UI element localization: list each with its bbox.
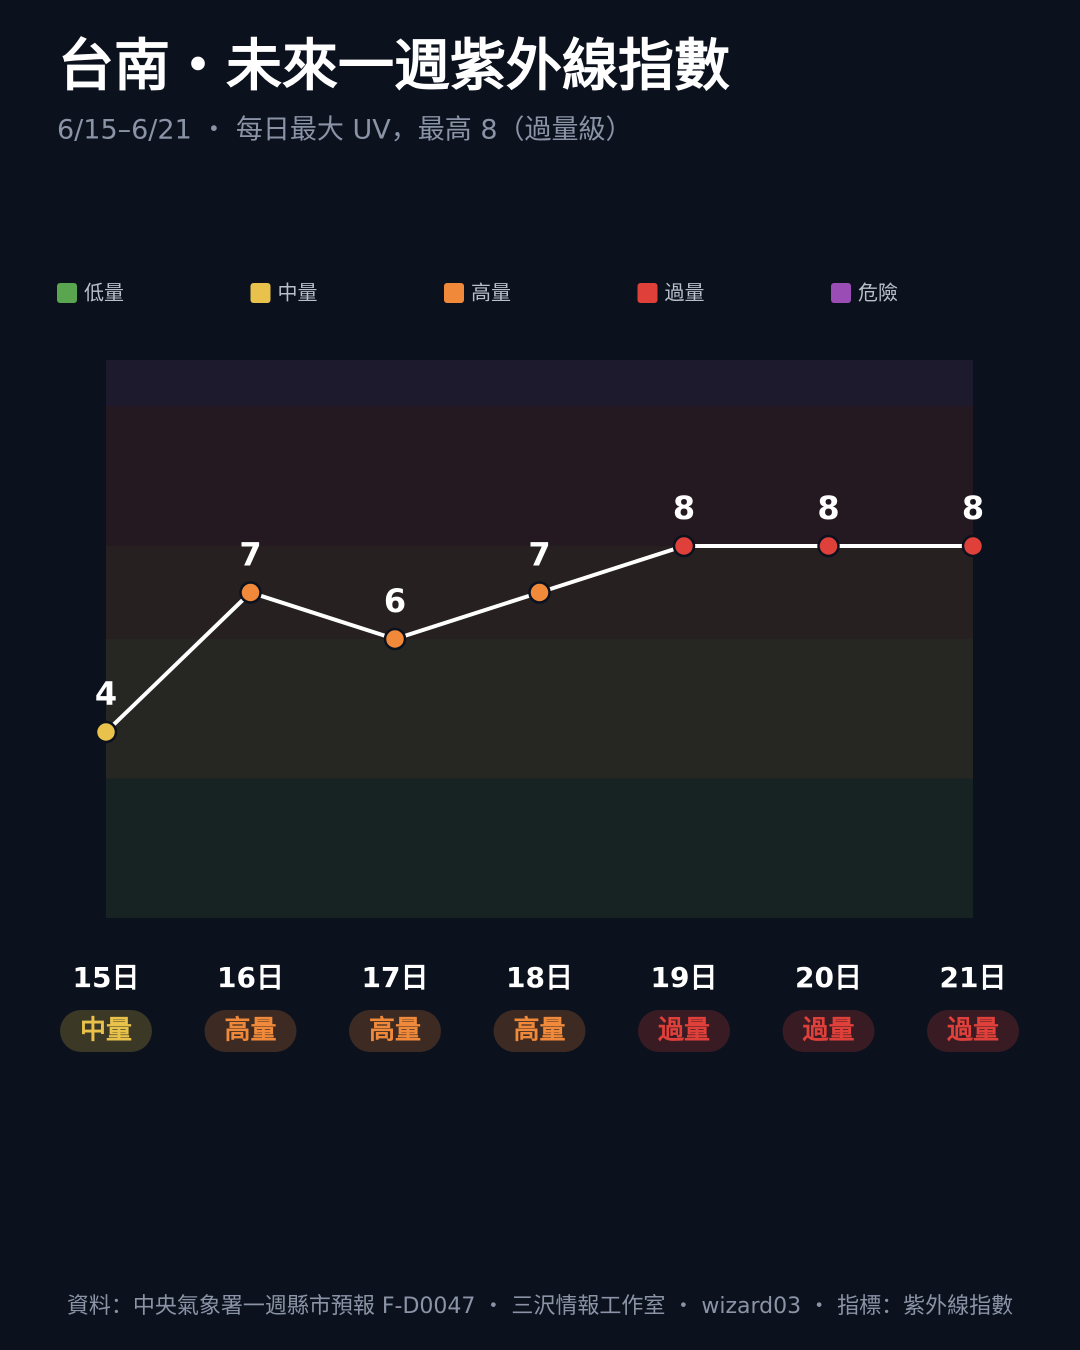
x-tick-label: 20日	[795, 961, 862, 994]
value-label: 7	[239, 536, 261, 574]
legend-label: 高量	[471, 281, 511, 305]
value-label: 7	[528, 536, 550, 574]
uv-point	[239, 581, 262, 604]
uv-point	[383, 627, 407, 651]
x-tick-label: 16日	[217, 961, 284, 994]
plot-area	[106, 360, 973, 918]
x-tick-label: 19日	[651, 961, 718, 994]
level-badge	[60, 1010, 152, 1052]
x-tick-label: 17日	[362, 961, 429, 994]
value-label: 4	[95, 675, 117, 713]
level-label: 過量	[658, 1016, 710, 1046]
level-label: 高量	[369, 1015, 421, 1046]
level-badge	[493, 1010, 586, 1052]
level-badge	[782, 1010, 875, 1052]
legend-swatch	[444, 283, 464, 303]
level-badge	[204, 1010, 297, 1052]
level-label: 過量	[802, 1016, 854, 1046]
level-band	[106, 639, 973, 779]
legend-label: 過量	[665, 281, 705, 305]
level-badge	[927, 1010, 1019, 1052]
level-band	[106, 360, 973, 407]
value-label: 8	[817, 489, 839, 527]
legend-swatch	[637, 283, 658, 303]
level-badge	[349, 1010, 441, 1052]
uv-point	[528, 581, 551, 604]
uv-point	[94, 720, 118, 744]
chart-subtitle: 6/15–6/21 ・ 每日最大 UV，最高 8（過量級）	[57, 115, 633, 146]
level-band	[106, 406, 973, 546]
level-label: 中量	[80, 1016, 132, 1046]
legend-label: 危險	[858, 281, 898, 305]
level-label: 過量	[947, 1016, 999, 1046]
legend-label: 低量	[84, 281, 124, 305]
level-badge	[638, 1010, 730, 1052]
level-label: 高量	[513, 1015, 565, 1046]
legend-label: 中量	[278, 281, 318, 305]
x-tick-label: 18日	[506, 961, 573, 994]
value-label: 8	[673, 489, 695, 527]
uv-point	[672, 534, 696, 558]
level-band	[106, 778, 973, 918]
x-tick-label: 15日	[73, 961, 140, 994]
source-note: 資料：中央氣象署一週縣市預報 F-D0047 ・ 三沢情報工作室 ・ wizar…	[67, 1294, 1013, 1319]
value-label: 6	[384, 582, 406, 620]
value-label: 8	[962, 489, 984, 527]
legend-swatch	[57, 283, 77, 303]
chart-title: 台南・未來一週紫外線指數	[58, 34, 730, 99]
uv-point	[817, 534, 840, 558]
level-label: 高量	[224, 1015, 276, 1046]
legend-swatch	[831, 283, 851, 303]
uv-point	[961, 534, 985, 558]
legend-swatch	[250, 283, 271, 303]
x-tick-label: 21日	[940, 961, 1007, 994]
